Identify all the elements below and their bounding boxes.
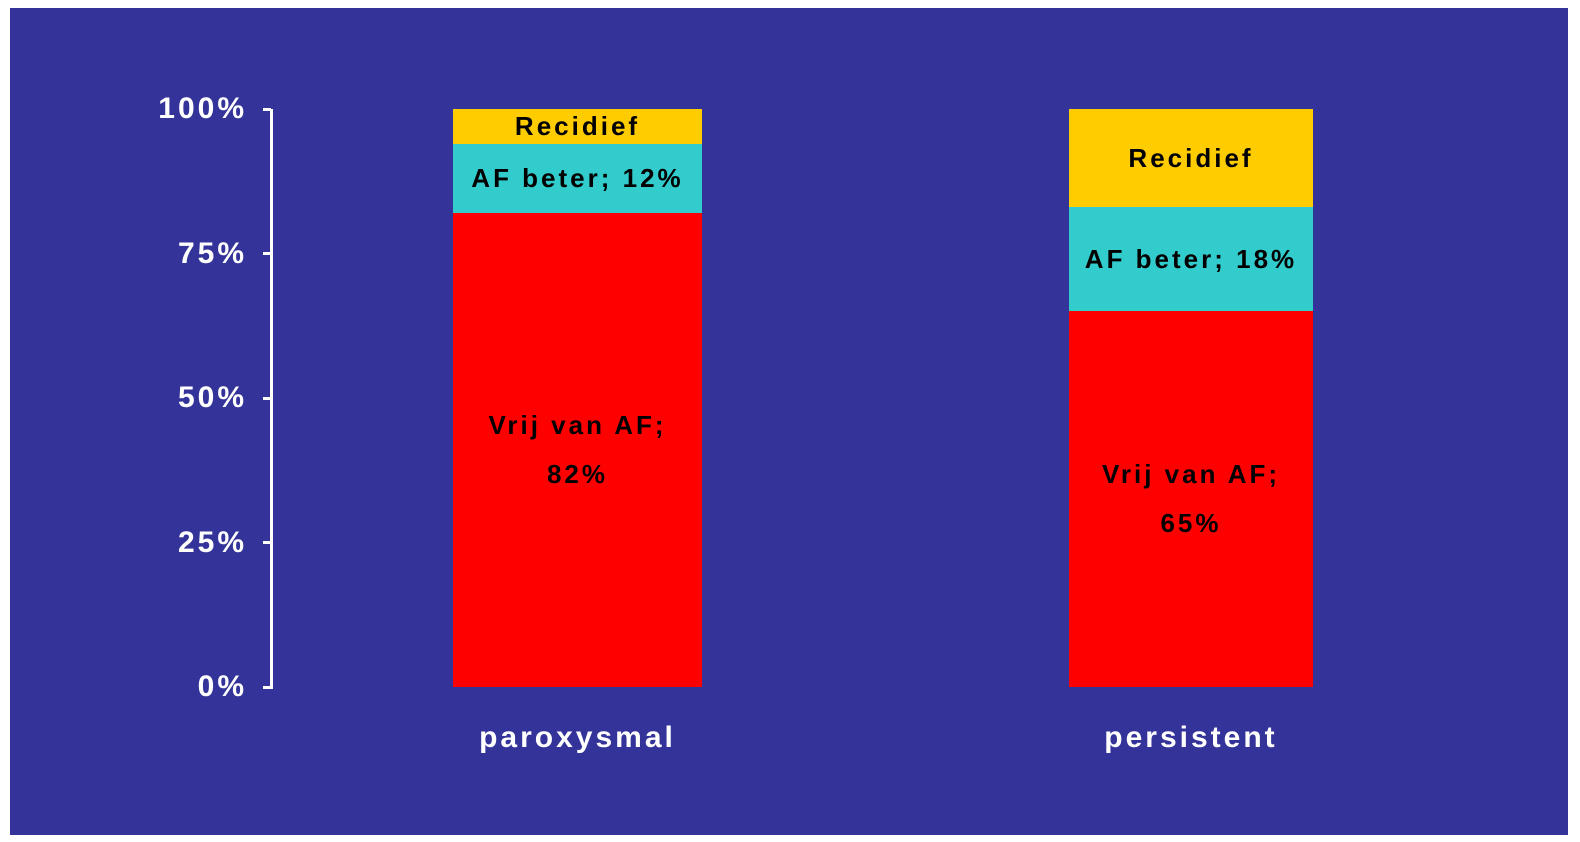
y-tick-label: 25% — [177, 525, 247, 559]
data-label: Recidief — [514, 110, 641, 141]
data-label: Vrij van AF; 82% — [488, 410, 667, 490]
data-label: AF beter; 12% — [471, 162, 684, 193]
x-tick-label: persistent — [1104, 721, 1278, 754]
y-tick-mark — [263, 252, 271, 255]
chart-background — [10, 8, 1568, 835]
y-axis-line — [269, 109, 273, 689]
bar-segment — [453, 143, 702, 214]
data-label: Recidief — [1128, 142, 1254, 173]
bar-segment — [1069, 311, 1313, 687]
bar-segment — [1069, 109, 1313, 208]
y-tick-mark — [263, 107, 271, 111]
y-tick-label: 75% — [177, 236, 247, 270]
y-tick-mark — [263, 685, 271, 689]
y-tick-label: 100% — [158, 92, 247, 125]
y-tick-mark — [263, 396, 271, 400]
y-tick-mark — [263, 541, 271, 544]
y-tick-label: 50% — [177, 381, 247, 414]
data-label: Vrij van AF; 65% — [1101, 459, 1281, 539]
y-tick-label: 0% — [197, 670, 247, 703]
bar-segment — [1069, 207, 1313, 312]
data-label: AF beter; 18% — [1084, 243, 1298, 274]
bar-segment — [453, 213, 702, 687]
x-tick-label: paroxysmal — [479, 721, 676, 754]
bar-segment — [453, 109, 702, 144]
